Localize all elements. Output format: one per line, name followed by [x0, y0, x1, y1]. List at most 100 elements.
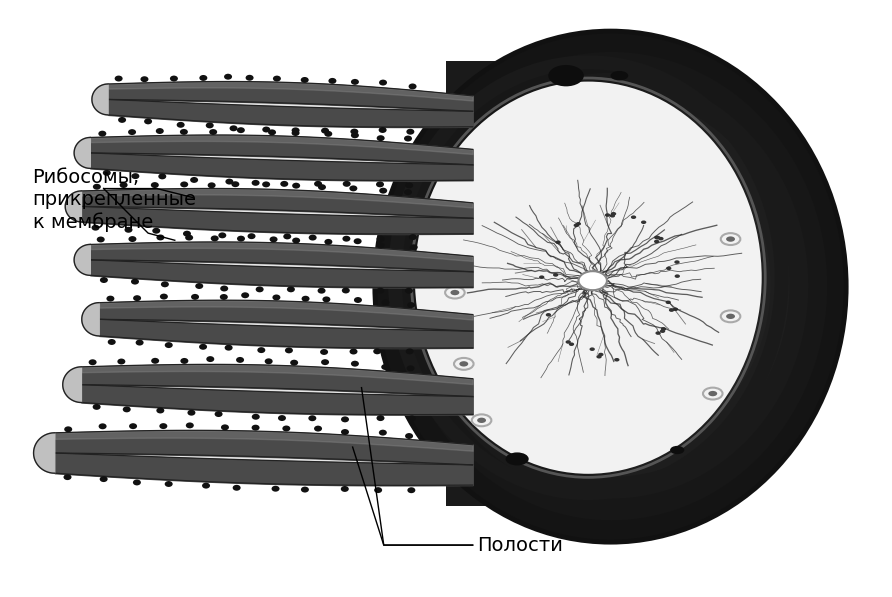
Ellipse shape — [262, 127, 270, 133]
Ellipse shape — [151, 358, 159, 364]
Ellipse shape — [123, 407, 131, 413]
Ellipse shape — [351, 133, 359, 139]
Ellipse shape — [674, 260, 680, 264]
Ellipse shape — [180, 358, 188, 364]
Polygon shape — [34, 433, 54, 473]
Ellipse shape — [233, 485, 241, 491]
Ellipse shape — [575, 222, 581, 226]
Ellipse shape — [93, 404, 101, 410]
Ellipse shape — [165, 481, 173, 487]
Ellipse shape — [292, 130, 300, 136]
Ellipse shape — [133, 295, 141, 301]
Ellipse shape — [206, 122, 214, 128]
Ellipse shape — [64, 426, 72, 432]
Ellipse shape — [325, 131, 333, 137]
Ellipse shape — [118, 359, 126, 365]
Ellipse shape — [539, 275, 544, 279]
Ellipse shape — [206, 356, 214, 362]
Ellipse shape — [546, 313, 551, 316]
Ellipse shape — [409, 244, 417, 250]
Ellipse shape — [229, 125, 237, 131]
Ellipse shape — [322, 297, 330, 302]
Ellipse shape — [301, 296, 310, 301]
Ellipse shape — [241, 293, 249, 298]
Ellipse shape — [436, 94, 789, 477]
Polygon shape — [92, 84, 108, 115]
Ellipse shape — [459, 361, 468, 367]
Ellipse shape — [517, 177, 714, 390]
Ellipse shape — [641, 220, 647, 224]
Ellipse shape — [376, 288, 384, 294]
Ellipse shape — [98, 131, 106, 137]
Ellipse shape — [374, 487, 382, 493]
Ellipse shape — [376, 415, 384, 421]
Ellipse shape — [133, 479, 141, 485]
Ellipse shape — [405, 288, 413, 294]
Ellipse shape — [156, 128, 164, 134]
Ellipse shape — [225, 344, 233, 350]
Ellipse shape — [611, 212, 616, 216]
Ellipse shape — [658, 237, 664, 241]
Ellipse shape — [293, 183, 300, 189]
Ellipse shape — [614, 358, 619, 362]
Polygon shape — [62, 367, 81, 402]
Ellipse shape — [309, 235, 317, 241]
Ellipse shape — [247, 233, 255, 239]
Ellipse shape — [655, 236, 660, 239]
Ellipse shape — [100, 476, 108, 482]
Ellipse shape — [579, 239, 657, 324]
Ellipse shape — [408, 487, 416, 493]
Ellipse shape — [224, 74, 232, 79]
Ellipse shape — [350, 186, 358, 192]
Ellipse shape — [341, 416, 349, 422]
Ellipse shape — [156, 235, 164, 241]
Ellipse shape — [195, 283, 203, 289]
Ellipse shape — [237, 127, 245, 133]
Ellipse shape — [549, 65, 584, 87]
Ellipse shape — [406, 349, 414, 355]
Ellipse shape — [252, 180, 260, 186]
Ellipse shape — [408, 416, 416, 421]
Ellipse shape — [158, 173, 166, 179]
Text: Рибосомы,
прикрепленные
к мембране: Рибосомы, прикрепленные к мембране — [32, 168, 196, 232]
Ellipse shape — [404, 189, 412, 195]
Ellipse shape — [285, 347, 293, 353]
Ellipse shape — [674, 275, 680, 278]
Ellipse shape — [708, 391, 717, 396]
Ellipse shape — [343, 236, 351, 242]
Ellipse shape — [320, 349, 328, 355]
Ellipse shape — [63, 474, 71, 480]
Ellipse shape — [379, 79, 387, 85]
Ellipse shape — [165, 342, 173, 348]
Ellipse shape — [553, 273, 558, 277]
Ellipse shape — [457, 114, 771, 455]
Ellipse shape — [574, 223, 579, 227]
Ellipse shape — [128, 129, 136, 135]
Ellipse shape — [631, 216, 636, 219]
Ellipse shape — [610, 214, 615, 217]
Ellipse shape — [199, 75, 207, 81]
Ellipse shape — [180, 129, 188, 135]
Polygon shape — [65, 191, 81, 222]
Ellipse shape — [128, 236, 136, 242]
Ellipse shape — [208, 182, 216, 188]
Ellipse shape — [103, 170, 111, 176]
Ellipse shape — [219, 294, 227, 300]
Ellipse shape — [136, 340, 144, 346]
Ellipse shape — [245, 75, 253, 81]
Ellipse shape — [376, 135, 384, 141]
Ellipse shape — [252, 424, 260, 430]
Ellipse shape — [395, 52, 827, 521]
Ellipse shape — [351, 361, 359, 367]
Ellipse shape — [231, 181, 239, 187]
Ellipse shape — [407, 129, 415, 135]
Ellipse shape — [666, 266, 672, 270]
Ellipse shape — [257, 347, 265, 353]
Ellipse shape — [353, 238, 361, 244]
Ellipse shape — [151, 182, 159, 188]
Ellipse shape — [605, 213, 610, 217]
Ellipse shape — [160, 294, 168, 300]
Ellipse shape — [153, 228, 161, 233]
Ellipse shape — [268, 130, 276, 136]
Ellipse shape — [382, 299, 390, 305]
